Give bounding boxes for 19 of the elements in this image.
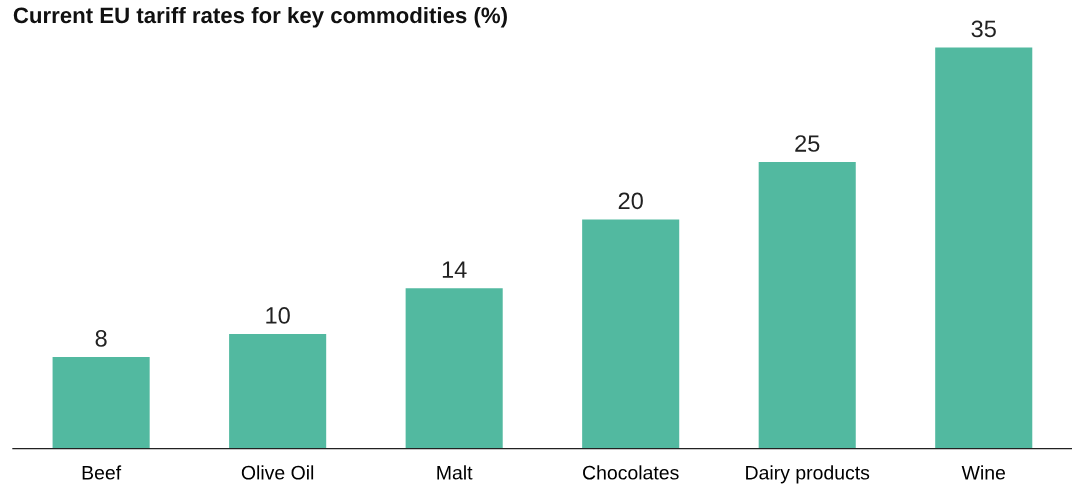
bar [229, 334, 327, 449]
data-label: 25 [795, 135, 820, 152]
x-tick-label: Beef [82, 465, 122, 480]
data-label: 8 [95, 329, 107, 347]
x-tick-label: Wine [961, 465, 1006, 480]
bar [582, 219, 680, 449]
chart-title: Current EU tariff rates for key commodities (%) [13, 6, 507, 28]
x-tick-label: Dairy products [746, 465, 870, 484]
bar [52, 356, 150, 449]
data-label: 20 [618, 192, 643, 210]
bar [405, 288, 503, 449]
data-label: 10 [266, 307, 290, 324]
data-label: 35 [971, 20, 996, 38]
bar [935, 47, 1033, 449]
x-tick-label: Olive Oil [241, 465, 314, 480]
bar [758, 162, 856, 449]
x-tick-label: Malt [437, 465, 473, 480]
data-label: 14 [442, 261, 467, 278]
x-tick-label: Chocolates [583, 465, 679, 480]
